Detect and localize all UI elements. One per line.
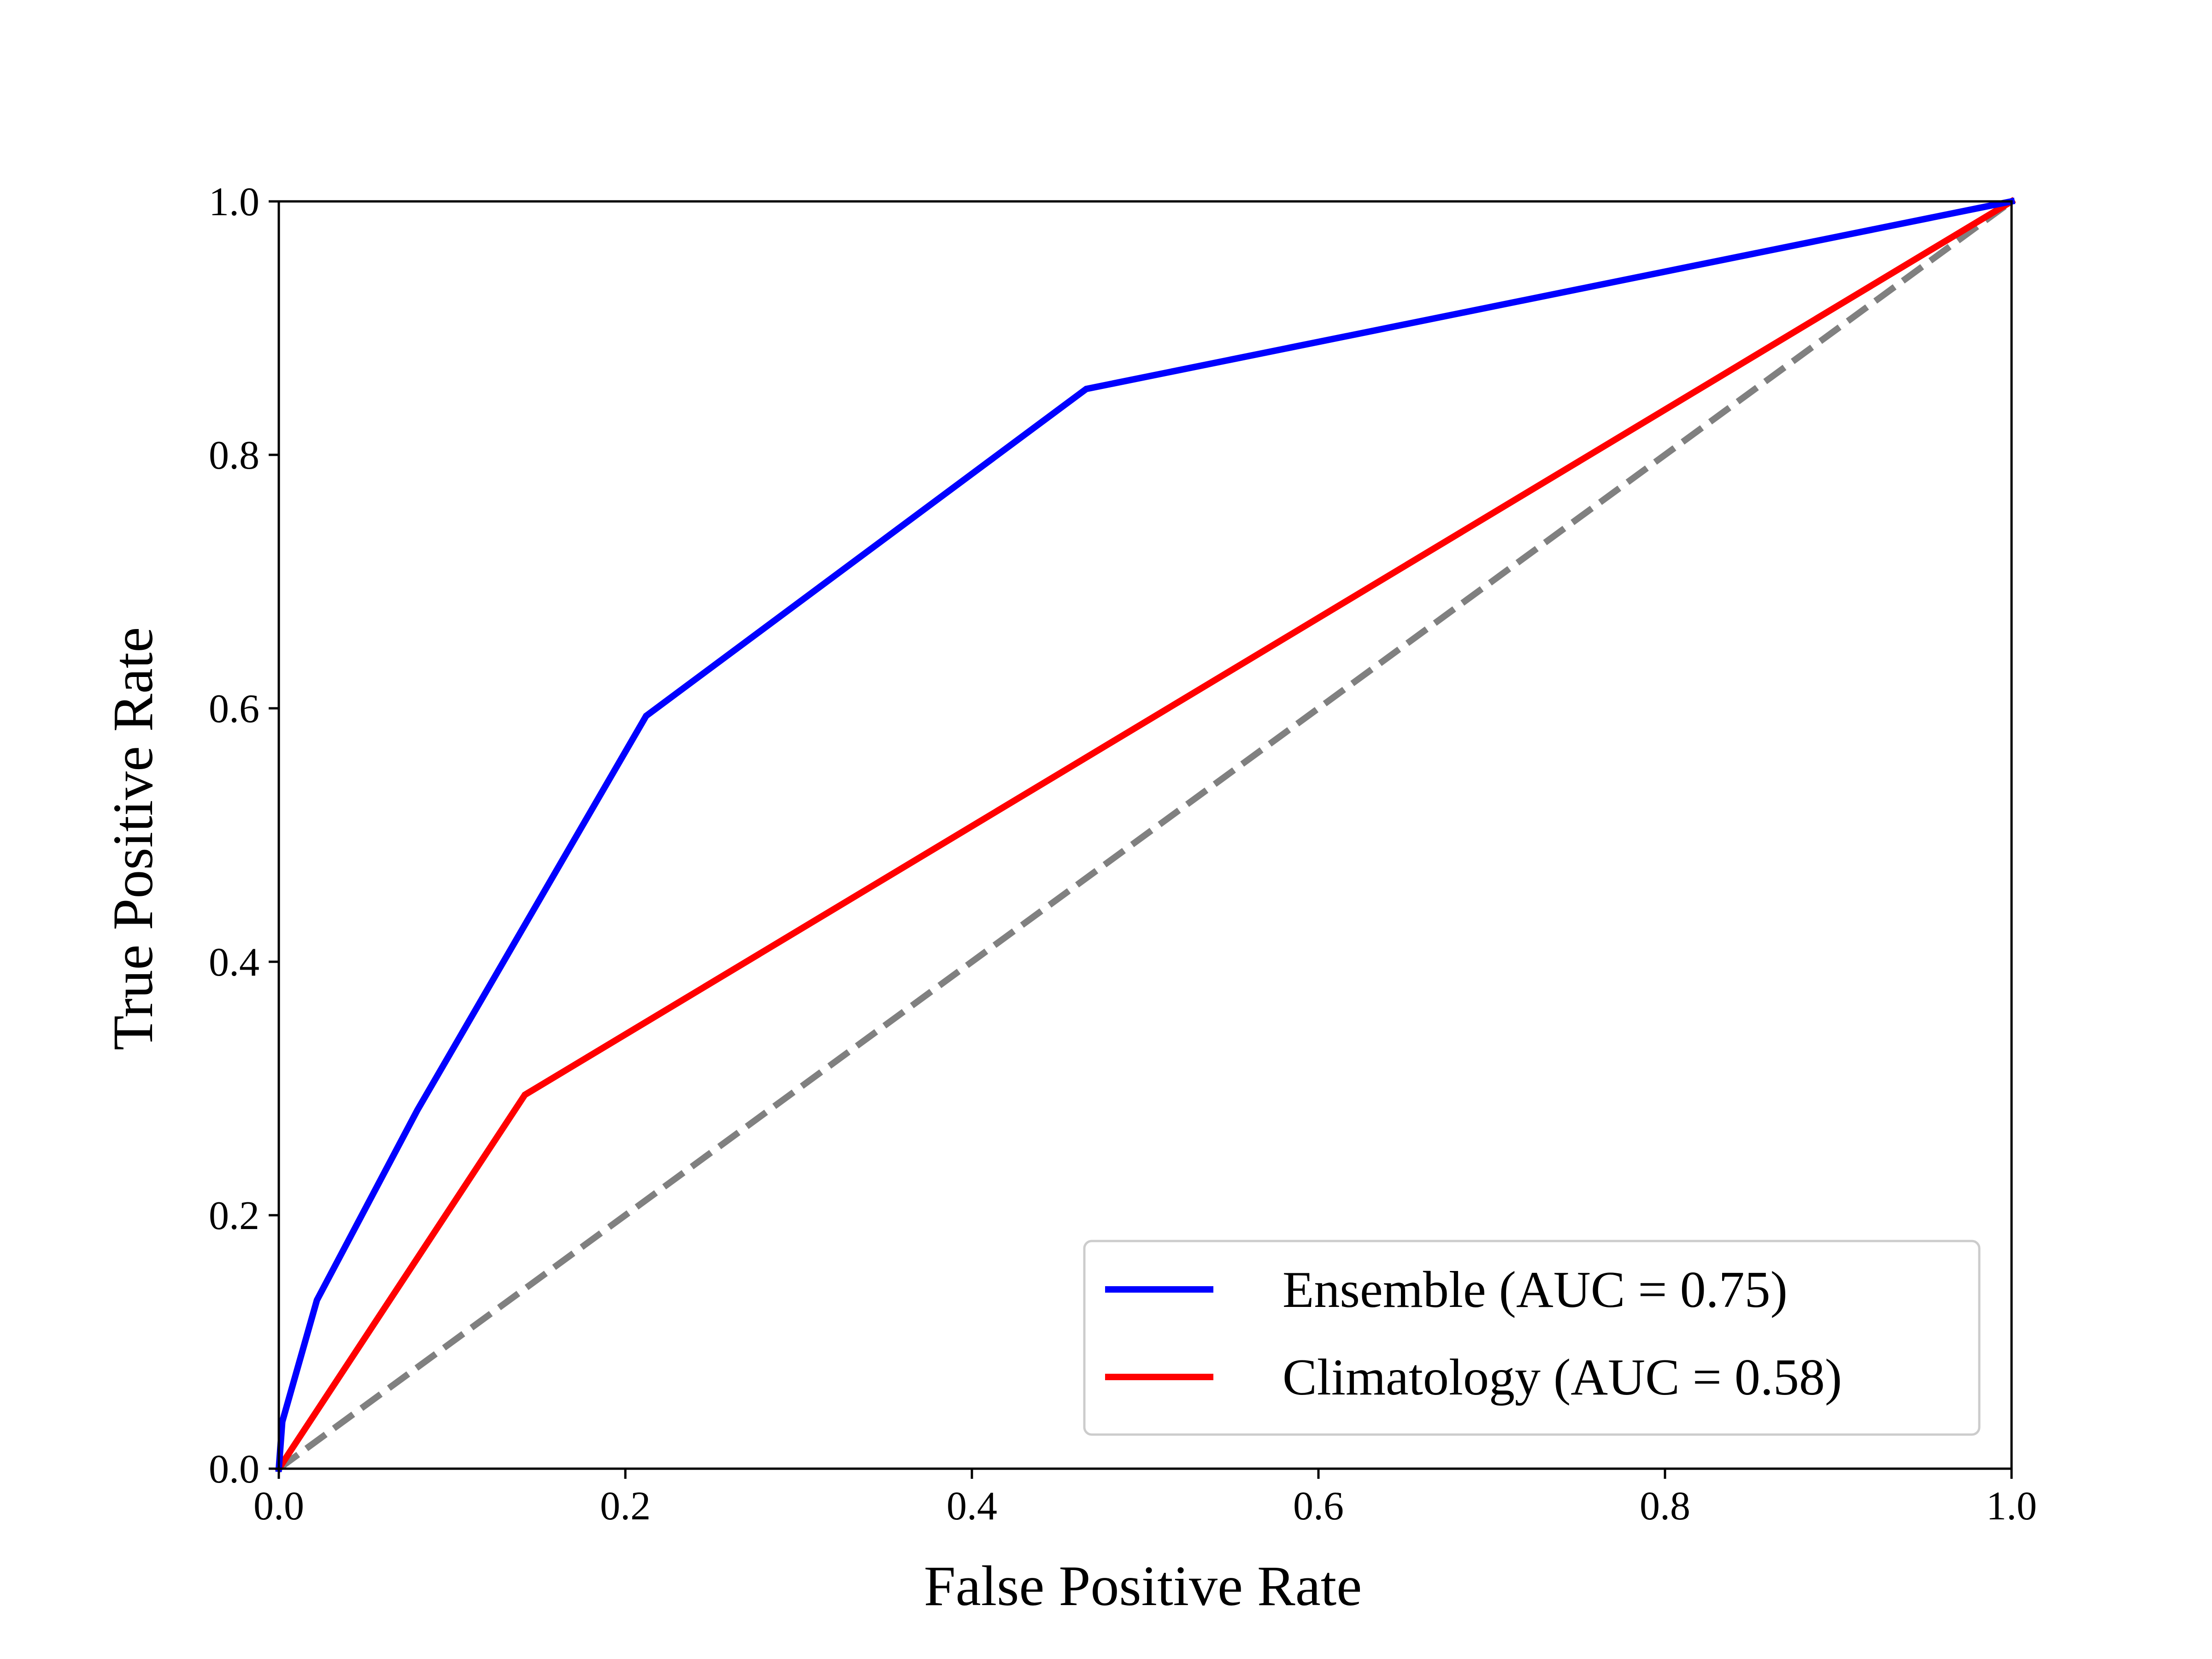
x-tick-label: 0.8 [1640,1484,1690,1529]
x-tick-label: 0.2 [600,1484,651,1529]
x-axis-label: False Positive Rate [924,1554,1362,1618]
x-tick-label: 0.0 [253,1484,304,1529]
x-axis-ticks: 0.0 0.2 0.4 0.6 0.8 1.0 [253,1469,2037,1529]
y-tick-label: 0.0 [209,1447,259,1492]
reference-diagonal-line [276,199,2014,1471]
legend-label-2: Climatology (AUC = 0.58) [1282,1349,1842,1406]
legend-box [1083,1240,1981,1436]
axes-frame [277,200,2013,1470]
y-tick-label: 0.2 [209,1194,259,1238]
legend-label-1: Ensemble (AUC = 0.75) [1282,1261,1788,1318]
y-tick-label: 0.8 [209,433,259,478]
y-tick-label: 0.6 [209,687,259,731]
x-tick-label: 1.0 [1986,1484,2037,1529]
series-line-2 [274,197,2016,1473]
y-axis-ticks: 0.0 0.2 0.4 0.6 0.8 1.0 [209,180,279,1492]
x-tick-label: 0.4 [947,1484,997,1529]
plot-area [274,197,2016,1473]
axes [277,200,2013,1470]
legend: Ensemble (AUC = 0.75) Climatology (AUC = … [1083,1240,1981,1436]
y-axis-label: True Positive Rate [101,627,165,1051]
y-tick-label: 0.4 [209,940,259,985]
series-line-1 [275,197,2016,1472]
x-tick-label: 0.6 [1293,1484,1344,1529]
y-tick-label: 1.0 [209,180,259,224]
